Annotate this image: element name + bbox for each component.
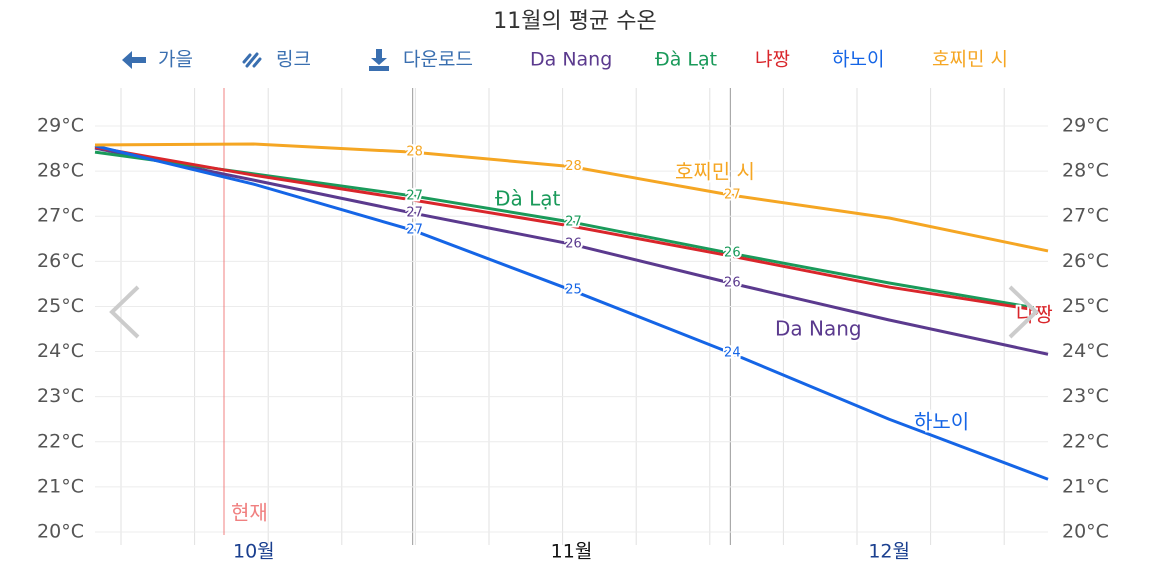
x-tick-label: 10월 [233, 541, 275, 563]
next-arrow[interactable] [1008, 285, 1039, 339]
download-button[interactable]: 다운로드 [369, 49, 473, 72]
legend-entry[interactable]: 하노이 [832, 49, 884, 71]
link-label: 링크 [276, 49, 311, 71]
back-icon [122, 51, 146, 69]
y-tick-label: 25°C [37, 295, 84, 317]
value-label: 27 [406, 188, 423, 203]
value-label: 27 [724, 188, 741, 203]
value-label: 26 [724, 275, 741, 290]
legend-entry[interactable]: 호찌민 시 [932, 49, 1008, 71]
y2-tick-label: 22°C [1062, 430, 1109, 452]
y-tick-label: 28°C [37, 160, 84, 182]
x-tick-label: 11월 [551, 541, 593, 563]
series-label: 호찌민 시 [675, 160, 755, 184]
now-label: 현재 [231, 501, 268, 525]
labels: 27 26 26 27 27 26 27 25 24 28 28 27 Da Nang Đà Lạt 냐짱하… [404, 143, 1054, 436]
prev-arrow[interactable] [109, 285, 140, 339]
plot [94, 142, 1049, 481]
link-icon [242, 52, 262, 68]
grid: 20°C 20°C 21°C 21°C 22°C 22°C 23°C 23°C 24°C 24°C… [37, 88, 1109, 563]
y-tick-label: 20°C [37, 521, 84, 543]
series-label: Da Nang [775, 317, 862, 341]
y2-tick-label: 21°C [1062, 475, 1109, 497]
value-label: 26 [565, 237, 582, 252]
y2-tick-label: 20°C [1062, 521, 1109, 543]
y2-tick-label: 26°C [1062, 250, 1109, 272]
value-label: 27 [565, 215, 582, 230]
y-tick-label: 27°C [37, 205, 84, 227]
y2-tick-label: 25°C [1062, 295, 1109, 317]
y-tick-label: 29°C [37, 115, 84, 137]
toolbar: 가을 링크 다운로드 [122, 49, 473, 72]
y-tick-label: 26°C [37, 250, 84, 272]
y-tick-label: 21°C [37, 475, 84, 497]
series-line [94, 145, 1049, 314]
value-label: 26 [724, 246, 741, 261]
y2-tick-label: 28°C [1062, 160, 1109, 182]
series-label: Đà Lạt [495, 187, 561, 211]
legend-entry[interactable]: Đà Lạt [655, 49, 717, 71]
value-label: 24 [724, 345, 741, 360]
series-label: 냐짱 [1016, 303, 1053, 327]
link-button[interactable]: 링크 [242, 49, 311, 71]
series-line [94, 144, 1049, 481]
back-label: 가을 [158, 49, 193, 71]
series-line [94, 146, 1049, 356]
y-tick-label: 23°C [37, 385, 84, 407]
back-button[interactable]: 가을 [122, 49, 193, 71]
y-tick-label: 24°C [37, 340, 84, 362]
series-line [94, 142, 1049, 253]
y2-tick-label: 27°C [1062, 205, 1109, 227]
value-label: 28 [565, 159, 582, 174]
legend-entry[interactable]: 냐짱 [755, 49, 790, 71]
y2-tick-label: 24°C [1062, 340, 1109, 362]
download-icon [369, 49, 389, 71]
y-tick-label: 22°C [37, 430, 84, 452]
legend-entry[interactable]: Da Nang [530, 49, 612, 71]
download-label: 다운로드 [403, 49, 473, 71]
value-label: 27 [406, 206, 423, 221]
y2-tick-label: 23°C [1062, 385, 1109, 407]
series-label: 하노이 [914, 410, 969, 434]
x-tick-label: 12월 [868, 541, 910, 563]
chart-title: 11월의 평균 수온 [493, 9, 656, 34]
value-label: 25 [565, 283, 582, 298]
y2-tick-label: 29°C [1062, 115, 1109, 137]
value-label: 27 [406, 223, 423, 238]
value-label: 28 [406, 145, 423, 160]
